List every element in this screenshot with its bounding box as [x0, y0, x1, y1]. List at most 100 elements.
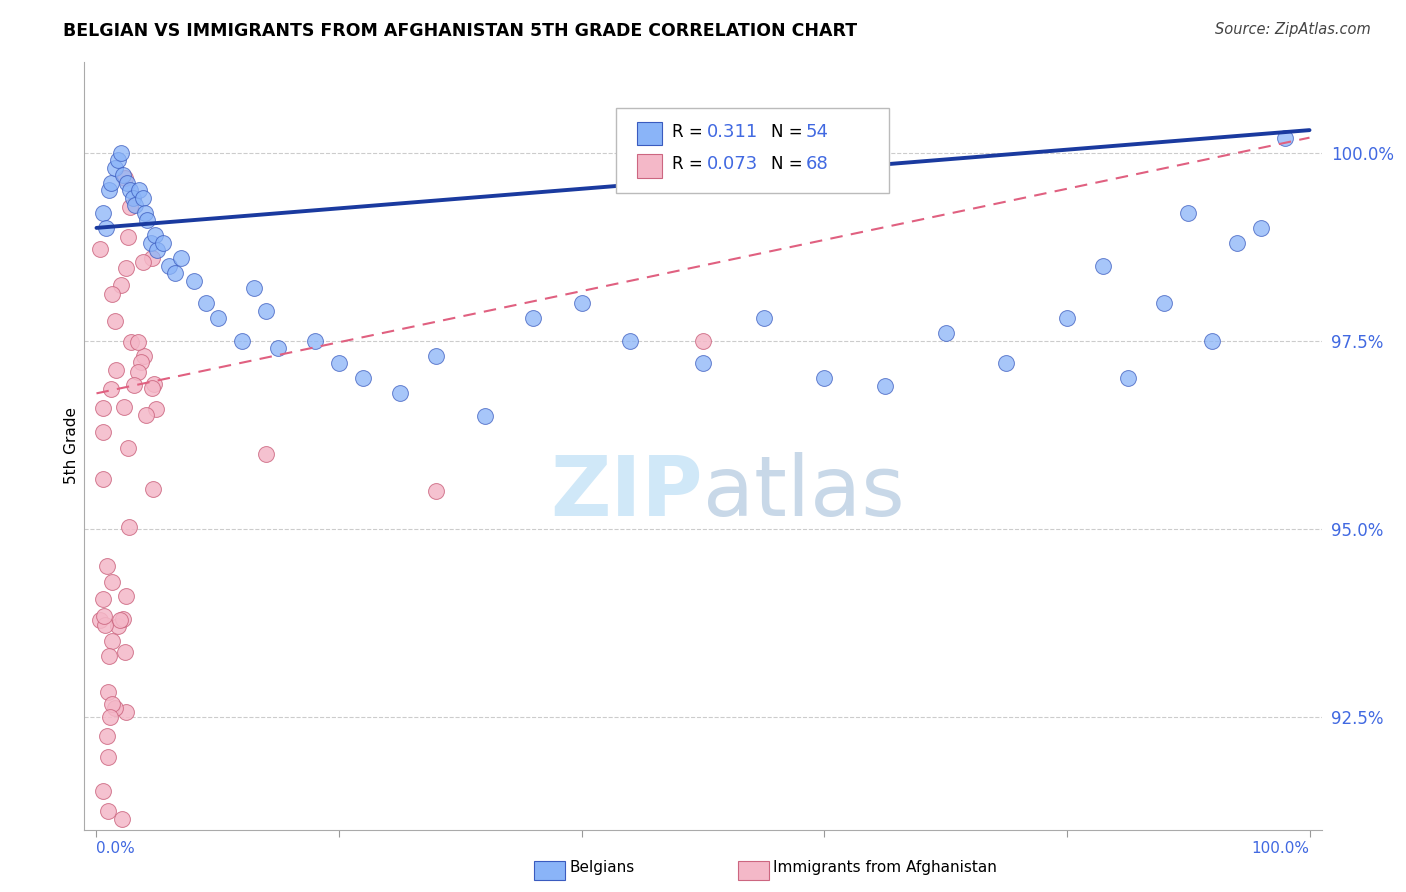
- Point: [115, 176, 138, 190]
- Point: [141, 251, 163, 265]
- Point: [101, 287, 124, 301]
- Point: [107, 618, 129, 632]
- Text: 0.073: 0.073: [707, 155, 758, 173]
- Point: [1056, 311, 1078, 326]
- Point: [94, 617, 117, 632]
- Point: [254, 446, 277, 460]
- Point: [120, 335, 142, 350]
- Point: [91, 401, 114, 415]
- Point: [136, 213, 159, 227]
- Text: 0.311: 0.311: [707, 123, 758, 141]
- Point: [101, 698, 124, 712]
- Point: [91, 206, 114, 220]
- Point: [103, 314, 125, 328]
- Point: [1226, 235, 1249, 250]
- Point: [100, 176, 122, 190]
- Point: [97, 805, 120, 819]
- Point: [935, 326, 957, 341]
- Point: [112, 168, 135, 182]
- Text: 0.0%: 0.0%: [97, 841, 135, 855]
- Point: [146, 244, 169, 258]
- Point: [1153, 296, 1175, 310]
- Point: [692, 356, 714, 370]
- Point: [96, 685, 118, 699]
- Point: [122, 191, 145, 205]
- Text: R =: R =: [672, 123, 709, 141]
- Point: [304, 334, 326, 348]
- Point: [89, 242, 111, 256]
- Text: N =: N =: [770, 155, 808, 173]
- Point: [115, 260, 138, 275]
- Point: [101, 633, 124, 648]
- Point: [1250, 220, 1272, 235]
- Text: 100.0%: 100.0%: [1251, 841, 1309, 855]
- Point: [145, 402, 167, 417]
- Text: BELGIAN VS IMMIGRANTS FROM AFGHANISTAN 5TH GRADE CORRELATION CHART: BELGIAN VS IMMIGRANTS FROM AFGHANISTAN 5…: [63, 22, 858, 40]
- Point: [110, 277, 132, 292]
- Point: [131, 191, 153, 205]
- Point: [425, 484, 447, 499]
- Point: [254, 303, 277, 318]
- Point: [207, 311, 229, 326]
- Point: [97, 649, 120, 664]
- Point: [129, 354, 152, 368]
- Text: 54: 54: [806, 123, 828, 141]
- Point: [120, 200, 142, 214]
- Point: [142, 482, 165, 496]
- Point: [114, 705, 136, 719]
- Point: [131, 255, 153, 269]
- Point: [91, 784, 114, 798]
- Point: [93, 471, 115, 485]
- Point: [1274, 130, 1296, 145]
- Point: [231, 334, 253, 348]
- Point: [117, 229, 139, 244]
- Point: [752, 311, 775, 326]
- Point: [127, 365, 149, 379]
- Point: [89, 613, 111, 627]
- Point: [124, 198, 146, 212]
- Point: [692, 334, 714, 348]
- Point: [100, 382, 122, 396]
- Point: [873, 379, 896, 393]
- Point: [388, 386, 411, 401]
- Point: [1116, 371, 1139, 385]
- Point: [328, 356, 350, 370]
- Point: [93, 608, 115, 623]
- Point: [134, 349, 156, 363]
- Point: [139, 235, 162, 250]
- Point: [100, 710, 122, 724]
- Point: [104, 701, 127, 715]
- Point: [143, 228, 166, 243]
- Bar: [637, 154, 662, 178]
- Point: [115, 589, 138, 603]
- Text: 68: 68: [806, 155, 828, 173]
- Text: Source: ZipAtlas.com: Source: ZipAtlas.com: [1215, 22, 1371, 37]
- Point: [111, 612, 134, 626]
- Text: ZIP: ZIP: [551, 451, 703, 533]
- Point: [522, 311, 544, 326]
- Point: [135, 408, 157, 422]
- Point: [194, 296, 217, 310]
- Point: [1177, 206, 1199, 220]
- Y-axis label: 5th Grade: 5th Grade: [63, 408, 79, 484]
- Text: N =: N =: [770, 123, 808, 141]
- Point: [127, 334, 149, 349]
- Point: [571, 296, 593, 310]
- Point: [107, 153, 129, 168]
- Point: [157, 259, 180, 273]
- Point: [243, 281, 266, 295]
- Point: [141, 382, 163, 396]
- Point: [165, 266, 187, 280]
- Point: [108, 613, 131, 627]
- Point: [267, 341, 290, 355]
- Point: [114, 645, 136, 659]
- Point: [114, 400, 136, 414]
- Text: Immigrants from Afghanistan: Immigrants from Afghanistan: [773, 861, 997, 875]
- Point: [91, 425, 114, 439]
- Point: [995, 356, 1018, 370]
- Text: Belgians: Belgians: [569, 861, 634, 875]
- Point: [1201, 334, 1223, 348]
- Point: [110, 145, 132, 160]
- Point: [96, 558, 118, 573]
- Point: [425, 349, 447, 363]
